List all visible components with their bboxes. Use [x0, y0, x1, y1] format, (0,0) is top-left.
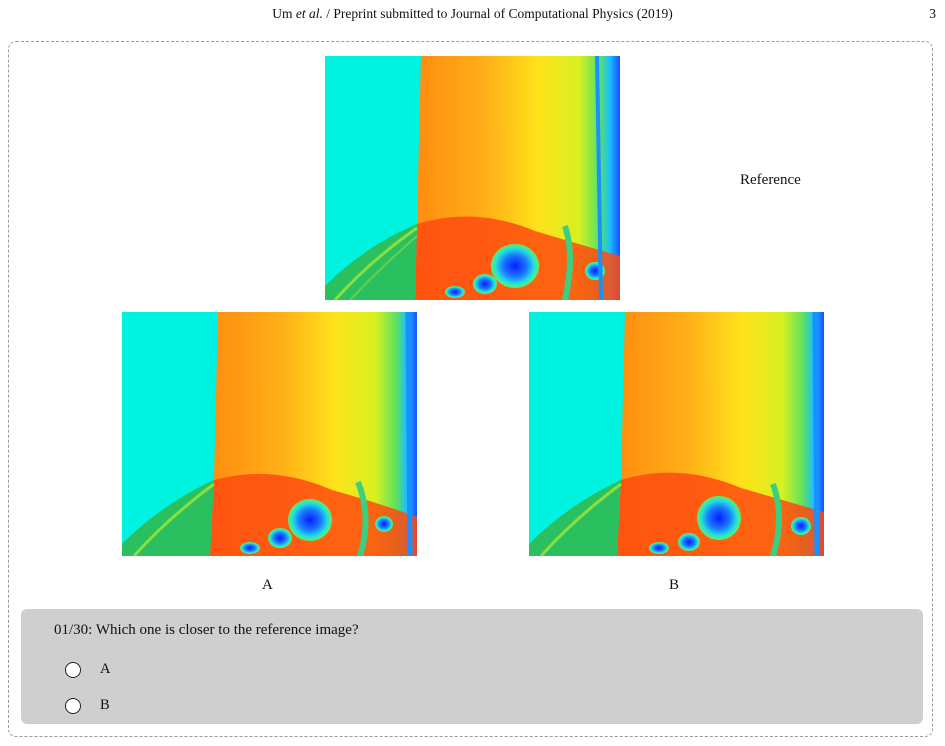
radio-a[interactable]: [65, 661, 81, 678]
authors-italic: et al.: [295, 6, 323, 21]
reference-label: Reference: [740, 172, 801, 188]
journal-line: / Preprint submitted to Journal of Compu…: [326, 6, 673, 21]
running-header: Um et al. / Preprint submitted to Journa…: [0, 6, 945, 22]
reference-image: [325, 56, 620, 300]
option-b-label: B: [669, 577, 680, 593]
option-b-text: B: [100, 697, 110, 713]
option-a-choice[interactable]: A: [65, 661, 110, 678]
reference-field: [325, 56, 620, 300]
radio-b[interactable]: [65, 697, 81, 714]
question-panel: 01/30: Which one is closer to the refere…: [21, 609, 923, 724]
option-a-image: [122, 312, 417, 556]
option-b-choice[interactable]: B: [65, 697, 110, 714]
option-a-field: [122, 312, 417, 556]
option-a-text: A: [100, 661, 111, 677]
option-b-image: [529, 312, 824, 556]
authors-prefix: Um: [272, 6, 296, 21]
option-a-label: A: [262, 577, 273, 593]
page-number: 3: [929, 6, 936, 21]
page-header: Um et al. / Preprint submitted to Journa…: [0, 6, 945, 26]
survey-frame: [8, 41, 933, 737]
question-text: 01/30: Which one is closer to the refere…: [54, 622, 359, 638]
option-b-field: [529, 312, 824, 556]
